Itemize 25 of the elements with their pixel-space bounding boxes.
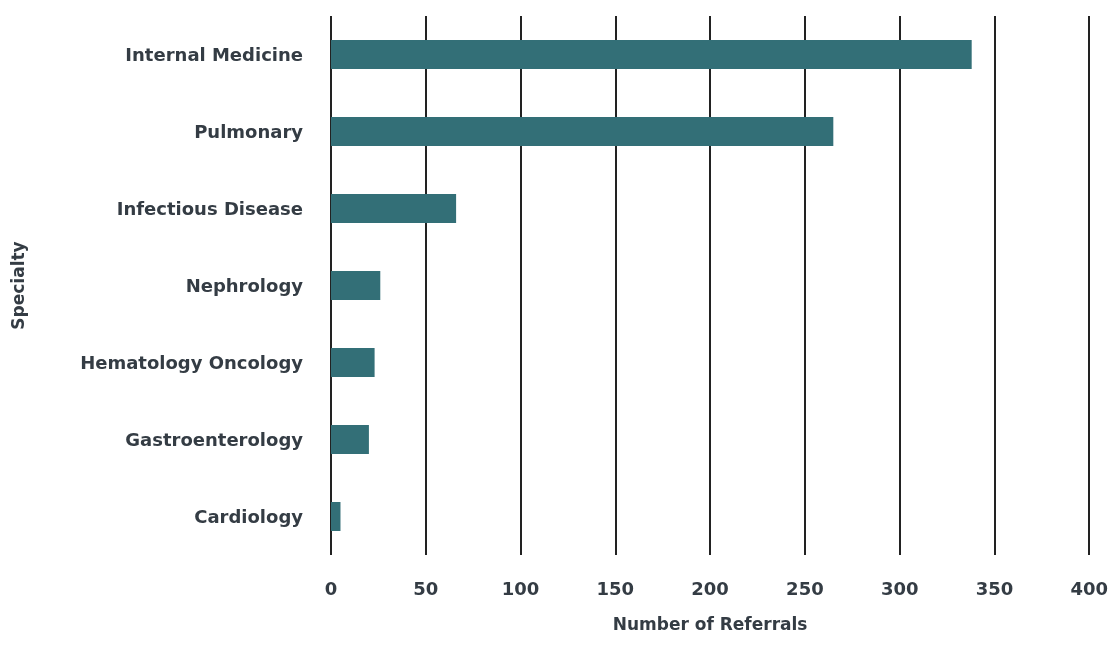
bar: [331, 194, 457, 223]
bar: [331, 117, 834, 146]
x-tick-label: 100: [501, 577, 540, 599]
x-tick-label: 300: [880, 577, 919, 599]
y-tick-label: Nephrology: [185, 275, 304, 296]
y-tick-label: Pulmonary: [194, 121, 304, 142]
y-tick-label: Hematology Oncology: [80, 352, 304, 373]
x-tick-label: 250: [786, 577, 824, 599]
y-axis-title: Specialty: [7, 241, 28, 330]
x-tick-label: 150: [596, 577, 635, 599]
x-tick-label: 350: [975, 577, 1014, 599]
y-tick-label: Internal Medicine: [125, 44, 303, 65]
y-tick-label: Cardiology: [194, 506, 304, 527]
bar: [331, 502, 341, 531]
x-tick-label: 0: [324, 577, 338, 599]
x-axis-title: Number of Referrals: [612, 613, 808, 634]
bar: [331, 271, 381, 300]
bar: [331, 348, 375, 377]
y-tick-label: Infectious Disease: [116, 198, 303, 219]
y-tick-label: Gastroenterology: [125, 429, 304, 450]
x-tick-label: 50: [413, 577, 439, 599]
bar: [331, 40, 972, 69]
x-tick-label: 200: [691, 577, 729, 599]
x-tick-label: 400: [1070, 577, 1108, 599]
bar: [331, 425, 369, 454]
